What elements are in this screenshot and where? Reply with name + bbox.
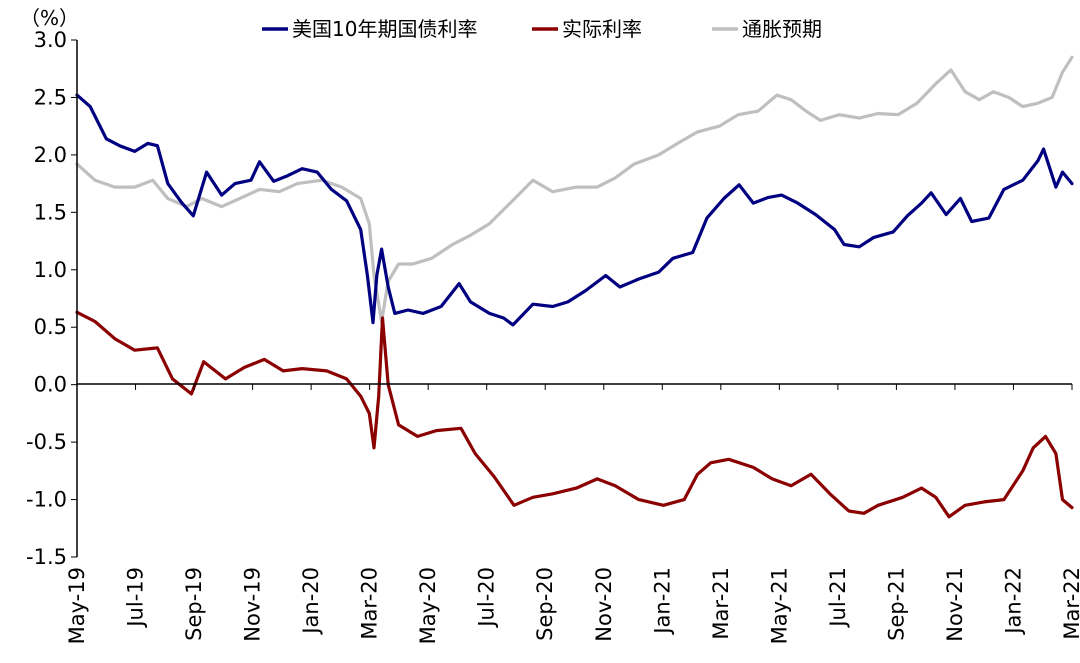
- x-tick-label: Jan-21: [650, 567, 674, 636]
- series-line-0: [75, 93, 1074, 327]
- x-tick-label: Jul-20: [475, 567, 499, 629]
- x-axis-ticks: May-19 Jul-19 Sep-19 Nov-19 Jan-20 Mar-20 May-…: [65, 384, 1080, 644]
- y-tick-label: 1.0: [34, 258, 67, 282]
- legend: 美国10年期国债利率 实际利率 通胀预期: [262, 17, 822, 41]
- plot-area: [75, 55, 1074, 519]
- series-line-1: [75, 310, 1074, 519]
- x-tick-label: May-20: [416, 567, 440, 644]
- y-unit-label: （%）: [20, 6, 79, 30]
- x-tick-label: Jul-19: [124, 567, 148, 629]
- legend-label-1: 实际利率: [562, 17, 642, 41]
- y-tick-label: -1.5: [26, 545, 67, 569]
- x-tick-label: Jan-20: [299, 567, 323, 636]
- x-tick-label: Sep-20: [533, 567, 557, 641]
- legend-label-0: 美国10年期国债利率: [292, 17, 477, 41]
- series-line-2: [75, 55, 1074, 324]
- y-tick-label: 2.5: [34, 85, 67, 109]
- y-tick-label: 3.0: [34, 28, 67, 52]
- x-tick-label: Mar-22: [1060, 567, 1080, 640]
- x-tick-label: May-19: [65, 567, 89, 644]
- y-tick-label: -1.0: [26, 488, 67, 512]
- x-tick-label: Mar-21: [709, 567, 733, 640]
- y-tick-label: 0.0: [34, 373, 67, 397]
- x-tick-label: May-21: [767, 567, 791, 644]
- x-tick-label: Jul-21: [826, 567, 850, 629]
- x-tick-label: Sep-21: [884, 567, 908, 641]
- x-tick-label: Nov-20: [592, 567, 616, 642]
- x-tick-label: Mar-20: [358, 567, 382, 640]
- y-axis-ticks: 3.0 2.5 2.0 1.5 1.0 0.5 0.0 -0.5 -1.0 -1.5: [26, 28, 77, 569]
- y-tick-label: 0.5: [34, 315, 67, 339]
- y-tick-label: 1.5: [34, 200, 67, 224]
- x-tick-label: Nov-21: [943, 567, 967, 642]
- x-tick-label: Jan-22: [1001, 567, 1025, 636]
- y-tick-label: -0.5: [26, 430, 67, 454]
- x-tick-label: Sep-19: [182, 567, 206, 641]
- y-tick-label: 2.0: [34, 143, 67, 167]
- legend-label-2: 通胀预期: [742, 17, 822, 41]
- x-tick-label: Nov-19: [241, 567, 265, 642]
